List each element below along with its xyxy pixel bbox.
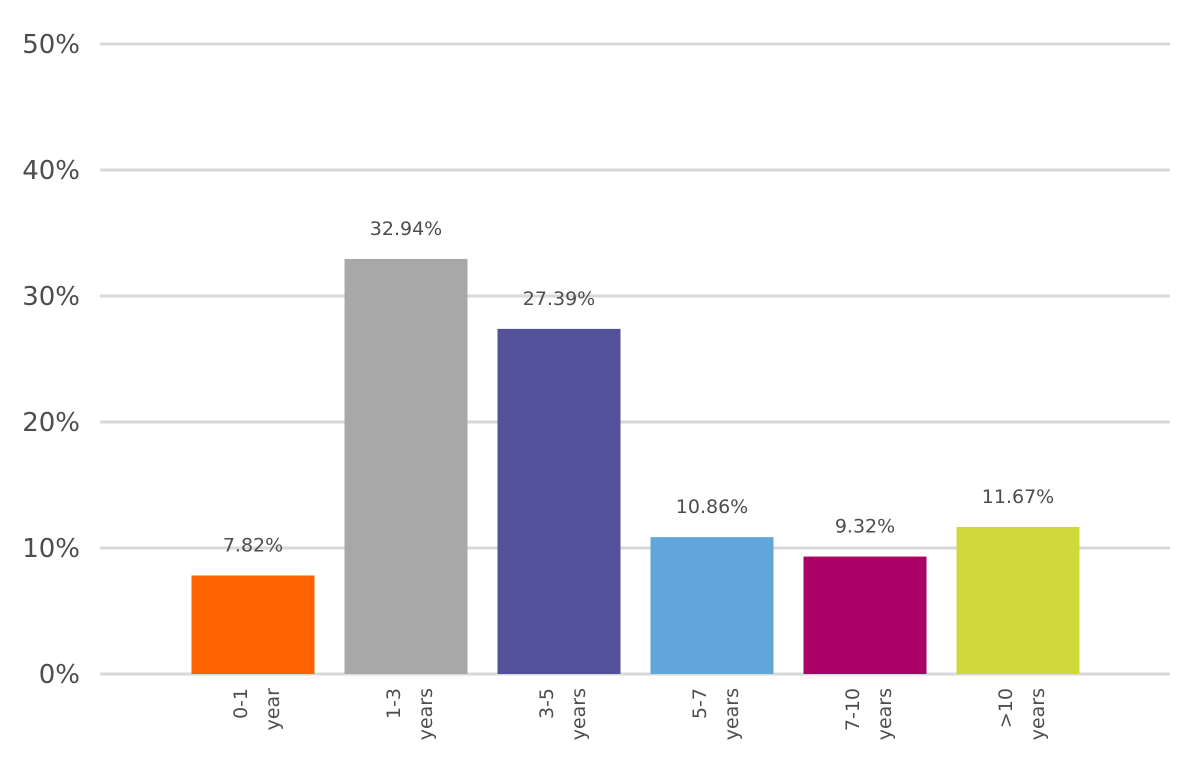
x-tick-label-line: years (721, 688, 743, 740)
bar (650, 537, 774, 674)
data-label: 27.39% (523, 288, 595, 310)
x-tick-label-line: 3-5 (536, 688, 558, 719)
bars (191, 258, 1080, 674)
y-tick-label: 0% (39, 660, 80, 690)
bar (803, 556, 927, 674)
x-tick-label-line: 0-1 (230, 688, 252, 719)
x-tick-label: 3-5 years (536, 688, 590, 740)
x-tick-label: 7-10 years (842, 688, 896, 740)
data-label: 10.86% (676, 496, 748, 518)
x-axis-tick-labels: 0-1 year 1-3 years 3-5 years 5-7 years 7-10 years… (230, 688, 1049, 740)
bar (956, 526, 1080, 674)
x-tick-label: 5-7 years (689, 688, 743, 740)
y-tick-label: 40% (22, 156, 80, 186)
y-tick-label: 30% (22, 282, 80, 312)
x-tick-label-line: years (874, 688, 896, 740)
bar (344, 258, 468, 674)
x-tick-label-line: years (1027, 688, 1049, 740)
data-label: 11.67% (982, 486, 1054, 508)
x-tick-label-line: years (568, 688, 590, 740)
data-label: 7.82% (223, 534, 283, 556)
data-label: 9.32% (835, 516, 895, 538)
data-labels: 7.82% 32.94% 27.39% 10.86% 9.32% 11.67% (223, 218, 1054, 557)
x-tick-label: 1-3 years (383, 688, 437, 740)
x-tick-label-line: >10 (995, 688, 1017, 728)
y-axis-tick-labels: 0% 10% 20% 30% 40% 50% (22, 30, 80, 690)
x-tick-label: >10 years (995, 688, 1049, 740)
bar (497, 328, 621, 674)
y-tick-label: 10% (22, 534, 80, 564)
x-tick-label-line: 5-7 (689, 688, 711, 719)
y-tick-label: 20% (22, 408, 80, 438)
x-tick-label-line: years (415, 688, 437, 740)
data-label: 32.94% (370, 218, 442, 240)
x-tick-label: 0-1 year (230, 688, 284, 731)
y-tick-label: 50% (22, 30, 80, 60)
x-tick-label-line: 1-3 (383, 688, 405, 719)
x-tick-label-line: 7-10 (842, 688, 864, 731)
bar (191, 575, 315, 674)
x-tick-label-line: year (262, 688, 284, 731)
